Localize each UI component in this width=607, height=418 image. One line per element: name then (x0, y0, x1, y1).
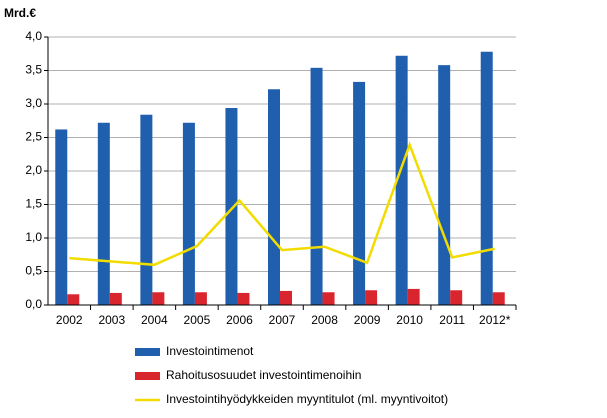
bar (450, 290, 463, 305)
x-tick-label: 2005 (184, 313, 211, 327)
bar (225, 108, 238, 306)
bar (268, 89, 280, 305)
bar (310, 67, 323, 305)
x-tick-label: 2007 (269, 313, 296, 327)
legend-label: Investointimenot (166, 344, 254, 358)
bar (492, 292, 505, 305)
x-tick-label: 2004 (141, 313, 168, 327)
x-tick-label: 2006 (226, 313, 253, 327)
x-tick-label: 2010 (396, 313, 423, 327)
bar (55, 129, 68, 305)
x-tick-label: 2011 (439, 313, 465, 327)
bar (407, 288, 420, 305)
bar (182, 122, 195, 305)
bar (97, 122, 110, 305)
y-tick-label: 1,5 (25, 197, 42, 211)
bar (194, 292, 207, 305)
y-tick-label: 4,0 (25, 29, 42, 43)
bar (322, 292, 335, 305)
y-tick-label: 0,5 (25, 264, 42, 278)
bar (237, 292, 250, 305)
y-tick-label: 2,0 (25, 163, 42, 177)
x-tick-label: 2008 (311, 313, 338, 327)
legend-label: Rahoitusosuudet investointimenoihin (166, 368, 361, 382)
bar (67, 294, 80, 305)
bar (109, 292, 122, 305)
y-tick-label: 1,0 (25, 230, 42, 244)
y-tick-label: 0,0 (25, 297, 42, 311)
bar (353, 81, 366, 305)
bar (480, 51, 493, 305)
x-tick-label: 2002 (56, 313, 83, 327)
y-tick-label: 3,5 (25, 63, 42, 77)
bar (140, 114, 153, 305)
y-tick-label: 3,0 (25, 96, 42, 110)
bar (438, 65, 451, 305)
legend-label: Investointihyödykkeiden myyntitulot (ml.… (166, 392, 448, 406)
x-tick-label: 2003 (98, 313, 125, 327)
bar (280, 290, 292, 305)
x-tick-label: 2009 (354, 313, 381, 327)
legend-swatch (135, 372, 160, 380)
bar (152, 292, 165, 305)
y-axis-label: Mrd.€ (4, 6, 36, 20)
x-tick-label: 2012* (479, 313, 511, 327)
bar (365, 290, 378, 305)
line (69, 141, 495, 267)
bar (395, 55, 408, 306)
legend-swatch (135, 348, 160, 356)
y-tick-label: 2,5 (25, 130, 42, 144)
